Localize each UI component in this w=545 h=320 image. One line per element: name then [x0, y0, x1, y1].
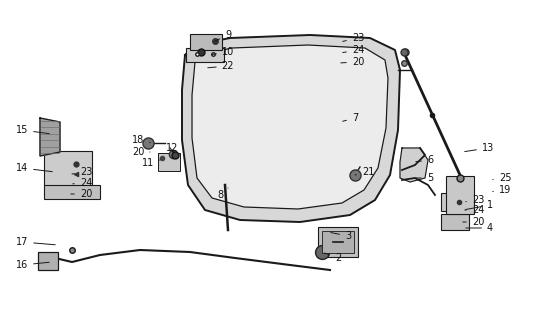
Text: 12: 12 [166, 143, 178, 153]
Text: 21: 21 [355, 167, 374, 177]
Text: 8: 8 [217, 188, 228, 200]
Bar [158, 153, 180, 171]
Bar [446, 176, 474, 214]
Text: 20: 20 [463, 217, 484, 227]
Text: 11: 11 [142, 158, 160, 168]
Bar [322, 231, 354, 253]
Text: 24: 24 [343, 45, 364, 55]
Polygon shape [182, 35, 400, 222]
Text: 14: 14 [16, 163, 52, 173]
Bar [441, 214, 469, 230]
Bar [186, 48, 224, 62]
Text: 25: 25 [493, 173, 511, 183]
Text: 15: 15 [16, 125, 49, 135]
Text: 19: 19 [493, 185, 511, 195]
Bar [44, 151, 92, 186]
Polygon shape [400, 148, 428, 182]
Bar [441, 193, 469, 211]
Text: 9: 9 [215, 30, 231, 41]
Text: 16: 16 [16, 260, 49, 270]
Polygon shape [192, 45, 388, 209]
Bar [38, 252, 58, 270]
Text: 2: 2 [325, 253, 341, 263]
Text: 24: 24 [73, 178, 92, 188]
Text: 18: 18 [132, 135, 150, 145]
Bar [318, 227, 358, 257]
Text: 24: 24 [465, 205, 484, 215]
Text: 6: 6 [416, 155, 433, 165]
Text: 23: 23 [343, 33, 364, 43]
Text: 22: 22 [208, 61, 234, 71]
Text: 20: 20 [132, 147, 150, 157]
Text: 7: 7 [343, 113, 358, 123]
Text: 17: 17 [16, 237, 55, 247]
Text: 23: 23 [466, 195, 484, 205]
Bar [44, 185, 100, 199]
Polygon shape [40, 118, 60, 156]
Text: 13: 13 [465, 143, 494, 153]
Text: 4: 4 [466, 223, 493, 233]
Bar [190, 34, 222, 50]
Text: 10: 10 [212, 47, 234, 57]
Text: 3: 3 [331, 231, 351, 241]
Text: 23: 23 [72, 167, 92, 177]
Text: 20: 20 [71, 189, 92, 199]
Text: 20: 20 [341, 57, 364, 67]
Text: 1: 1 [466, 200, 493, 210]
Text: 5: 5 [416, 173, 433, 183]
